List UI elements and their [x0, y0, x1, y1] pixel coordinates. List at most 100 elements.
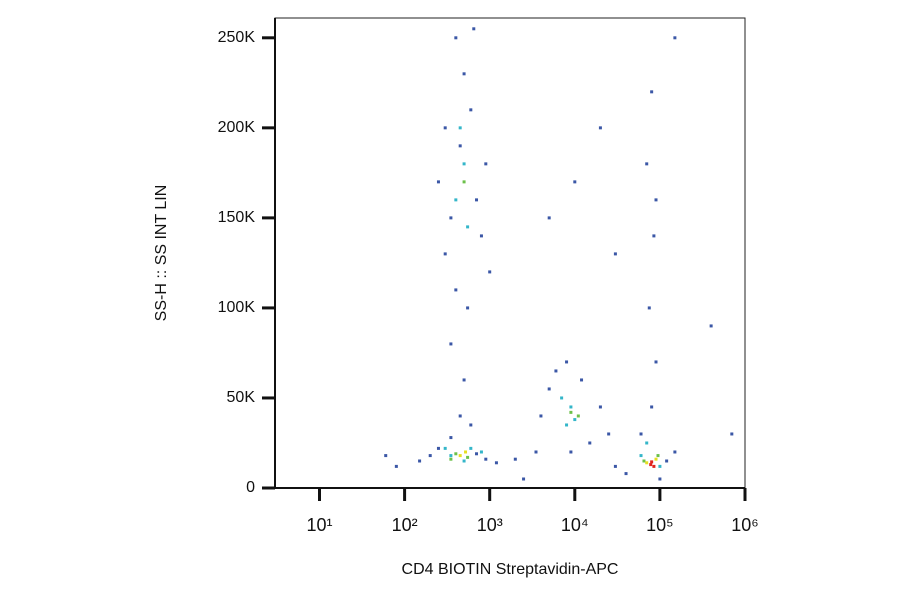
point [565, 423, 569, 427]
point [658, 477, 662, 481]
point [469, 108, 473, 112]
point [466, 225, 470, 229]
point [588, 441, 592, 445]
point [598, 126, 602, 130]
point [639, 454, 643, 458]
point [642, 459, 646, 463]
point [607, 432, 611, 436]
point [569, 450, 573, 454]
point [650, 90, 654, 94]
point [652, 234, 656, 238]
x-tick-label: 10³ [477, 515, 503, 535]
x-tick-label: 10² [392, 515, 418, 535]
point [569, 405, 573, 409]
point [624, 472, 628, 476]
point [472, 27, 476, 31]
point [547, 216, 551, 220]
point [458, 126, 462, 130]
point [547, 387, 551, 391]
point [479, 234, 483, 238]
point [494, 461, 498, 465]
point [458, 414, 462, 418]
point [462, 72, 466, 76]
point [649, 463, 653, 467]
point [730, 432, 734, 436]
point [484, 457, 488, 461]
point [443, 126, 447, 130]
point [454, 36, 458, 40]
point [645, 461, 649, 465]
point [580, 378, 584, 382]
point [576, 414, 580, 418]
y-tick-label: 150K [218, 209, 256, 226]
point [418, 459, 422, 463]
point [658, 464, 662, 468]
y-tick-label: 100K [218, 299, 256, 316]
point [454, 198, 458, 202]
y-tick-label: 250K [218, 29, 256, 46]
plot-frame [274, 17, 746, 489]
y-tick-label: 200K [218, 119, 256, 136]
point [443, 252, 447, 256]
x-tick-label: 10⁶ [731, 515, 758, 535]
point [449, 454, 453, 458]
point [639, 432, 643, 436]
point [539, 414, 543, 418]
point [654, 198, 658, 202]
point [645, 162, 649, 166]
point [522, 477, 526, 481]
point [428, 454, 432, 458]
point [654, 360, 658, 364]
point [454, 288, 458, 292]
point [665, 459, 669, 463]
point [443, 446, 447, 450]
point [462, 180, 466, 184]
point [469, 423, 473, 427]
point [613, 464, 617, 468]
point [650, 405, 654, 409]
x-tick-label: 10¹ [306, 515, 332, 535]
point [673, 450, 677, 454]
point [709, 324, 713, 328]
point [645, 441, 649, 445]
point [436, 180, 440, 184]
point [449, 342, 453, 346]
point [613, 252, 617, 256]
point [673, 36, 677, 40]
point [469, 446, 473, 450]
point [650, 460, 654, 464]
point [475, 198, 479, 202]
point [569, 410, 573, 414]
point [560, 396, 564, 400]
point [466, 455, 470, 459]
point [513, 457, 517, 461]
point [573, 180, 577, 184]
x-tick-label: 10⁵ [646, 515, 673, 535]
point [479, 450, 483, 454]
point [488, 270, 492, 274]
point [475, 452, 479, 456]
point [462, 162, 466, 166]
point [647, 306, 651, 310]
point [458, 144, 462, 148]
point [554, 369, 558, 373]
point [462, 378, 466, 382]
point [458, 454, 462, 458]
point [652, 464, 656, 468]
y-tick-label: 50K [227, 389, 256, 406]
point [565, 360, 569, 364]
point [656, 454, 660, 458]
point [654, 457, 658, 461]
point [573, 418, 577, 422]
y-tick-label: 0 [246, 479, 255, 496]
point [598, 405, 602, 409]
point [449, 436, 453, 440]
point [394, 464, 398, 468]
x-tick-label: 10⁴ [561, 515, 589, 535]
point [436, 446, 440, 450]
point [449, 216, 453, 220]
point [466, 306, 470, 310]
point [449, 457, 453, 461]
point [534, 450, 538, 454]
